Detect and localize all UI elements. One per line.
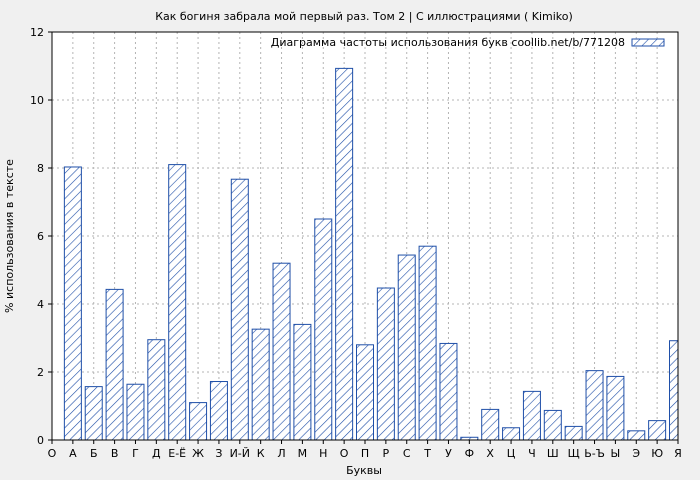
- bar: [209, 381, 228, 441]
- x-tick-label: И-Й: [230, 447, 250, 460]
- bar: [147, 339, 166, 441]
- x-tick-label: Л: [277, 447, 285, 460]
- x-tick-label: С: [403, 447, 411, 460]
- bar: [126, 383, 145, 441]
- x-tick-label: Ф: [465, 447, 474, 460]
- legend: Диаграмма частоты использования букв coo…: [271, 36, 665, 49]
- bar: [105, 288, 124, 441]
- bar: [669, 340, 679, 441]
- bar: [606, 375, 625, 441]
- x-tick-label: Ч: [528, 447, 536, 460]
- bar: [397, 254, 416, 441]
- bar: [356, 344, 374, 441]
- x-tick-label: Щ: [568, 447, 580, 460]
- x-tick-label: У: [445, 447, 452, 460]
- bar: [439, 342, 458, 441]
- bar: [230, 178, 249, 441]
- bar: [168, 164, 187, 441]
- bar: [251, 328, 270, 441]
- legend-swatch: [631, 38, 665, 47]
- x-tick-label: Р: [383, 447, 390, 460]
- bar: [627, 430, 646, 441]
- bar: [418, 245, 437, 441]
- y-tick-label: 8: [37, 162, 44, 175]
- x-tick-label: Ц: [507, 447, 516, 460]
- bar: [648, 420, 667, 441]
- x-axis-label: Буквы: [346, 464, 382, 477]
- x-tick-label: Я: [674, 447, 682, 460]
- bar: [543, 409, 562, 441]
- legend-label: Диаграмма частоты использования букв coo…: [271, 36, 625, 49]
- bar: [585, 370, 604, 441]
- x-tick-label: Э: [632, 447, 640, 460]
- bar: [481, 408, 500, 441]
- x-tick-label: Б: [90, 447, 98, 460]
- x-tick-label: А: [69, 447, 77, 460]
- bars: [63, 67, 679, 441]
- y-tick-label: 4: [37, 298, 44, 311]
- x-tick-label: В: [111, 447, 119, 460]
- bar: [335, 67, 354, 441]
- y-axis-ticks: 0 2 4 6 8 10 12: [30, 26, 52, 447]
- x-tick-label: Ы: [611, 447, 621, 460]
- bar: [502, 427, 521, 441]
- y-tick-label: 10: [30, 94, 44, 107]
- bar: [272, 262, 291, 441]
- x-tick-label: З: [215, 447, 222, 460]
- x-tick-label: О: [48, 447, 57, 460]
- x-tick-label: Г: [132, 447, 139, 460]
- x-tick-label: Х: [486, 447, 494, 460]
- y-tick-label: 0: [37, 434, 44, 447]
- x-tick-label: Ж: [192, 447, 204, 460]
- y-tick-label: 6: [37, 230, 44, 243]
- x-tick-label: Ь-Ъ: [584, 447, 605, 460]
- x-tick-label: Д: [152, 447, 161, 460]
- y-tick-label: 2: [37, 366, 44, 379]
- bar: [522, 390, 541, 441]
- bar: [189, 402, 208, 441]
- bar: [564, 425, 583, 441]
- x-tick-label: Е-Ё: [168, 447, 186, 460]
- bar: [293, 323, 312, 441]
- x-tick-label: Ю: [651, 447, 663, 460]
- x-tick-label: Н: [319, 447, 327, 460]
- bar: [314, 218, 333, 441]
- x-tick-label: П: [361, 447, 369, 460]
- x-tick-label: М: [298, 447, 308, 460]
- x-tick-label: К: [257, 447, 265, 460]
- bar: [84, 386, 103, 441]
- x-tick-label: Ш: [547, 447, 559, 460]
- y-axis-label: % использования в тексте: [3, 159, 16, 313]
- bar: [376, 287, 395, 441]
- x-tick-label: О: [340, 447, 349, 460]
- x-axis-ticks: О А Б В Г Д Е-Ё Ж З И-Й К Л М Н О П Р С Т У Ф Х Ц Ч Ш Щ Ь-Ъ Ы Э Ю Я: [48, 440, 682, 460]
- bar: [63, 166, 82, 441]
- chart-title: Как богиня забрала мой первый раз. Том 2…: [155, 10, 573, 23]
- y-tick-label: 12: [30, 26, 44, 39]
- x-tick-label: Т: [423, 447, 431, 460]
